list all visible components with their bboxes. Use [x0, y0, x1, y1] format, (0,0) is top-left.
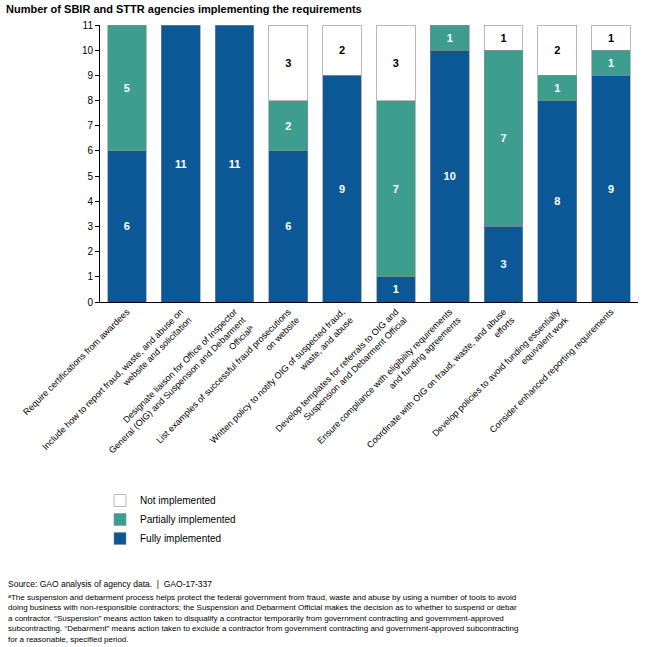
svg-text:11: 11	[229, 158, 241, 170]
svg-text:6: 6	[285, 220, 291, 232]
svg-text:9: 9	[339, 183, 345, 195]
svg-text:2: 2	[87, 246, 93, 257]
svg-text:1: 1	[500, 32, 506, 44]
svg-text:1: 1	[87, 271, 93, 282]
svg-text:Not implemented: Not implemented	[140, 495, 216, 506]
svg-text:3: 3	[87, 221, 93, 232]
svg-text:List examples of successful fr: List examples of successful fraud prosec…	[154, 306, 301, 453]
svg-text:Fully implemented: Fully implemented	[140, 533, 221, 544]
svg-text:6: 6	[87, 145, 93, 156]
svg-text:5: 5	[124, 82, 130, 94]
svg-text:2: 2	[554, 44, 560, 56]
svg-text:9: 9	[608, 183, 614, 195]
svg-text:Develop policies to avoid fund: Develop policies to avoid funding essent…	[430, 306, 570, 446]
svg-text:3: 3	[500, 258, 506, 270]
svg-text:8: 8	[87, 95, 93, 106]
svg-text:1: 1	[393, 283, 399, 295]
svg-text:3: 3	[393, 57, 399, 69]
svg-text:3: 3	[285, 57, 291, 69]
svg-text:4: 4	[87, 196, 93, 207]
svg-text:1: 1	[608, 32, 614, 44]
svg-text:1: 1	[608, 57, 614, 69]
svg-text:5: 5	[87, 171, 93, 182]
svg-text:Coordinate with OIG on fraud,: Coordinate with OIG on fraud, waste, and…	[365, 306, 517, 458]
svg-text:11: 11	[175, 158, 187, 170]
svg-text:7: 7	[393, 183, 399, 195]
svg-text:Include how to report fraud, w: Include how to report fraud, waste, and …	[40, 307, 193, 460]
svg-text:Develop templates for referral: Develop templates for referrals to OIG a…	[274, 307, 409, 442]
svg-text:Designate liaison for Office o: Designate liaison for Office of Inspecto…	[99, 306, 256, 463]
svg-text:Source: GAO analysis of agency: Source: GAO analysis of agency data. | G…	[8, 579, 212, 589]
svg-text:7: 7	[500, 132, 506, 144]
svg-text:8: 8	[554, 195, 560, 207]
svg-text:Require certifications from aw: Require certifications from awardees	[21, 306, 132, 417]
svg-text:1: 1	[554, 82, 560, 94]
svg-text:11: 11	[83, 20, 94, 31]
svg-text:Partially implemented: Partially implemented	[140, 514, 236, 525]
svg-text:9: 9	[87, 70, 93, 81]
svg-text:10: 10	[82, 45, 94, 56]
svg-text:6: 6	[124, 220, 130, 232]
svg-text:0: 0	[87, 297, 93, 308]
svg-text:1: 1	[447, 32, 453, 44]
svg-text:2: 2	[339, 44, 345, 56]
svg-text:7: 7	[87, 120, 93, 131]
svg-text:Ensure compliance with eligibi: Ensure compliance with eligibility requi…	[315, 306, 463, 454]
svg-text:Consider enhanced reporting re: Consider enhanced reporting requirements	[488, 306, 616, 434]
svg-text:ᵃThe suspension and debarment: ᵃThe suspension and debarment process he…	[8, 593, 519, 644]
svg-text:2: 2	[285, 120, 291, 132]
svg-text:10: 10	[444, 170, 456, 182]
svg-text:Number of SBIR and STTR agenci: Number of SBIR and STTR agencies impleme…	[6, 3, 362, 15]
svg-text:Written policy to notify OIG o: Written policy to notify OIG of suspecte…	[208, 307, 355, 454]
